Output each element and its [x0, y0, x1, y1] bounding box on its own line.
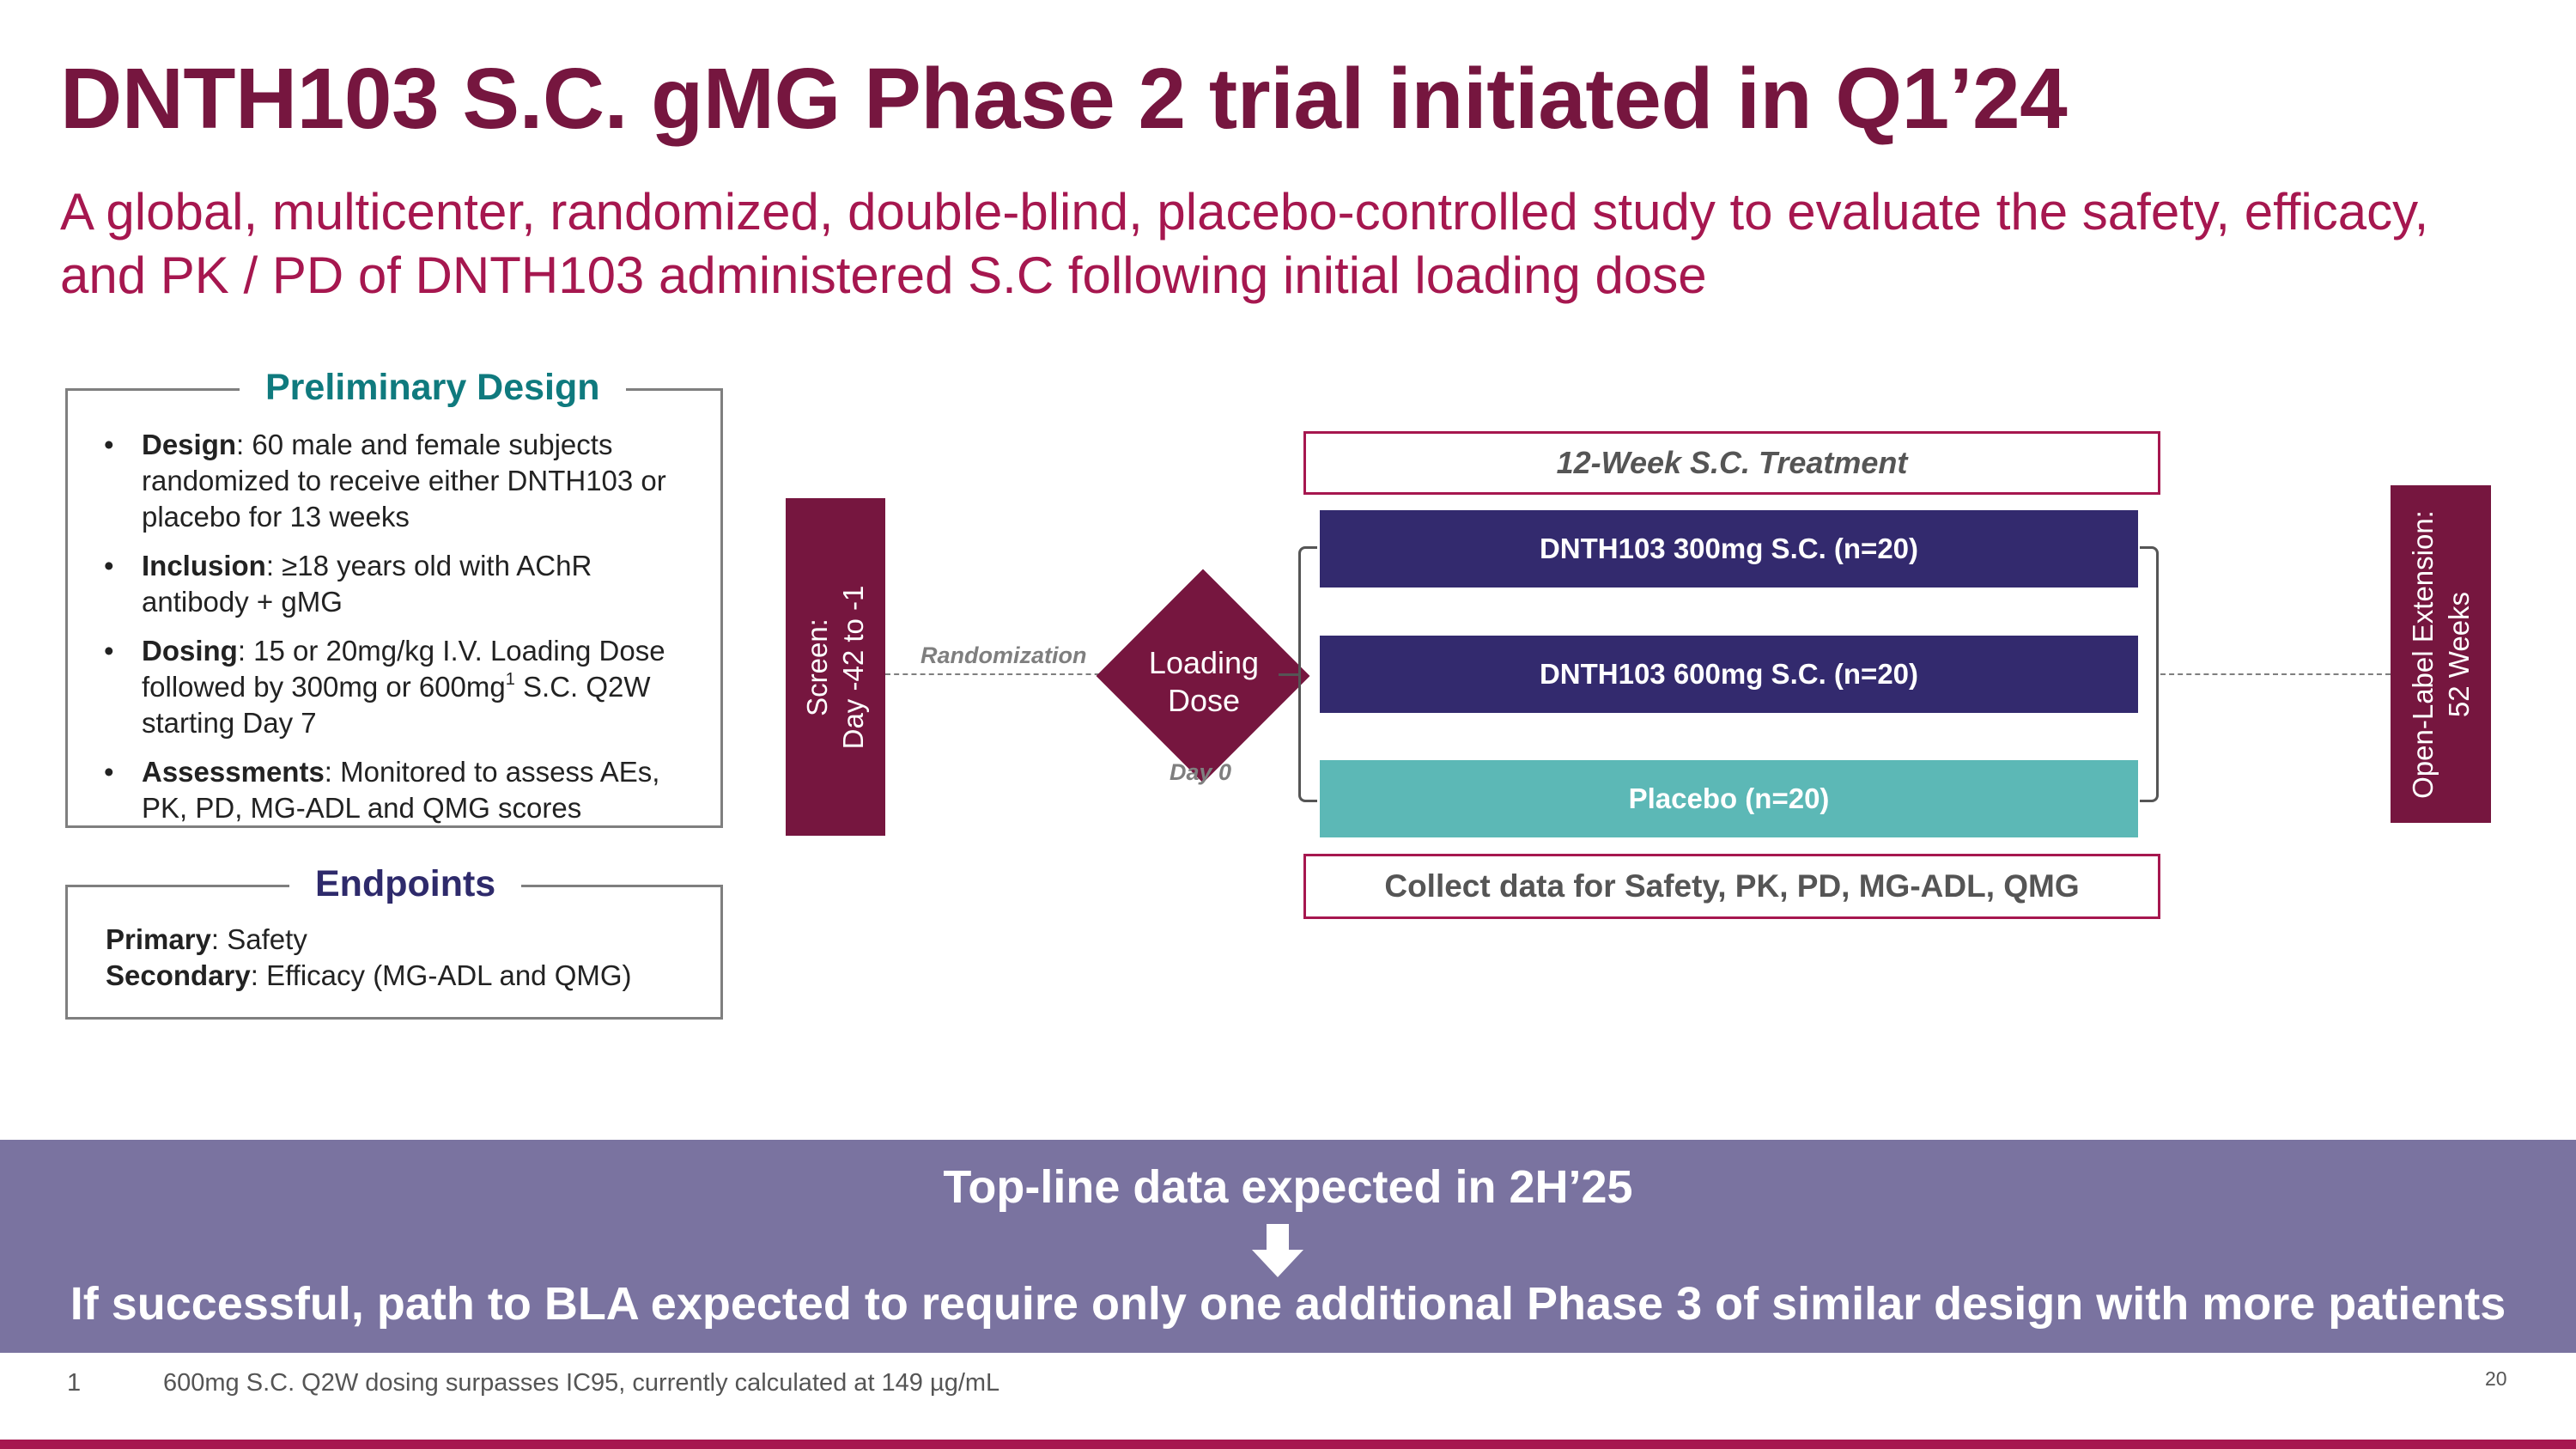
screen-period-label: Screen: Day -42 to -1 [799, 585, 872, 749]
footer-rule [0, 1440, 2576, 1449]
open-label-extension-label: Open-Label Extension: 52 Weeks [2405, 510, 2477, 799]
design-list: Design: 60 male and female subjects rand… [100, 427, 702, 839]
loading-line-2: Dose [1167, 683, 1241, 718]
design-item-design: Design: 60 male and female subjects rand… [100, 427, 702, 535]
arm-placebo: Placebo (n=20) [1320, 760, 2138, 837]
preliminary-design-box: Preliminary Design Design: 60 male and f… [65, 367, 723, 828]
arm-600mg: DNTH103 600mg S.C. (n=20) [1320, 636, 2138, 713]
day-0-label: Day 0 [1170, 759, 1232, 785]
banner-path-text: If successful, path to BLA expected to r… [70, 1278, 2506, 1330]
footnote-marker: 1 [505, 670, 515, 689]
design-item-text: S.C. Q2W starting Day 7 [142, 671, 651, 739]
footnote-text: 600mg S.C. Q2W dosing surpasses IC95, cu… [163, 1369, 1000, 1397]
screen-line-1: Screen: [801, 618, 833, 716]
data-collection-box: Collect data for Safety, PK, PD, MG-ADL,… [1303, 854, 2160, 919]
design-item-label: Inclusion [142, 550, 266, 581]
randomization-connector [885, 673, 1117, 675]
design-item-assessments: Assessments: Monitored to assess AEs, PK… [100, 754, 702, 826]
page-title: DNTH103 S.C. gMG Phase 2 trial initiated… [60, 51, 2068, 147]
endpoint-primary-label: Primary [106, 923, 211, 955]
screen-period-bar: Screen: Day -42 to -1 [786, 498, 885, 836]
outlook-banner: Top-line data expected in 2H’25 If succe… [0, 1140, 2576, 1353]
design-item-label: Dosing [142, 635, 238, 667]
screen-line-2: Day -42 to -1 [837, 585, 869, 749]
left-arm-bracket [1298, 546, 1317, 802]
endpoints-box: Endpoints Primary: Safety Secondary: Eff… [65, 863, 723, 1020]
page-number: 20 [2485, 1367, 2507, 1390]
design-item-text: : ≥18 years old with AChR antibody + gMG [142, 550, 592, 618]
endpoints-text: Primary: Safety Secondary: Efficacy (MG-… [106, 922, 632, 994]
design-item-text: : 15 or 20mg/kg I.V. Loading Dose follow… [142, 635, 665, 703]
design-item-label: Assessments [142, 756, 325, 788]
endpoint-secondary: Secondary: Efficacy (MG-ADL and QMG) [106, 958, 632, 994]
banner-topline-text: Top-line data expected in 2H’25 [943, 1161, 1633, 1213]
open-label-extension-bar: Open-Label Extension: 52 Weeks [2391, 485, 2491, 823]
endpoint-primary: Primary: Safety [106, 922, 632, 958]
treatment-period-header: 12-Week S.C. Treatment [1303, 431, 2160, 495]
design-item-inclusion: Inclusion: ≥18 years old with AChR antib… [100, 548, 702, 620]
down-arrow-icon [1252, 1224, 1303, 1277]
open-label-connector [2160, 673, 2391, 675]
loading-line-1: Loading [1148, 645, 1260, 680]
design-item-text: : 60 male and female subjects randomized… [142, 429, 666, 533]
randomization-label: Randomization [920, 642, 1087, 668]
arm-300mg: DNTH103 300mg S.C. (n=20) [1320, 510, 2138, 588]
design-item-label: Design [142, 429, 237, 460]
preliminary-design-title: Preliminary Design [240, 367, 626, 409]
design-item-dosing: Dosing: 15 or 20mg/kg I.V. Loading Dose … [100, 633, 702, 741]
endpoints-title: Endpoints [289, 863, 522, 905]
design-item-text: : Monitored to assess AEs, PK, PD, MG-AD… [142, 756, 660, 824]
right-arm-bracket [2140, 546, 2159, 802]
footnote-number: 1 [67, 1369, 82, 1397]
loading-dose-label: Loading Dose [1109, 644, 1298, 720]
ole-line-2: 52 Weeks [2442, 591, 2475, 717]
page-subtitle: A global, multicenter, randomized, doubl… [60, 183, 2429, 304]
ole-line-1: Open-Label Extension: [2406, 509, 2439, 799]
endpoint-secondary-label: Secondary [106, 959, 251, 991]
endpoint-secondary-text: : Efficacy (MG-ADL and QMG) [250, 959, 632, 991]
endpoint-primary-text: : Safety [210, 923, 307, 955]
left-bracket-stub [1279, 673, 1299, 676]
